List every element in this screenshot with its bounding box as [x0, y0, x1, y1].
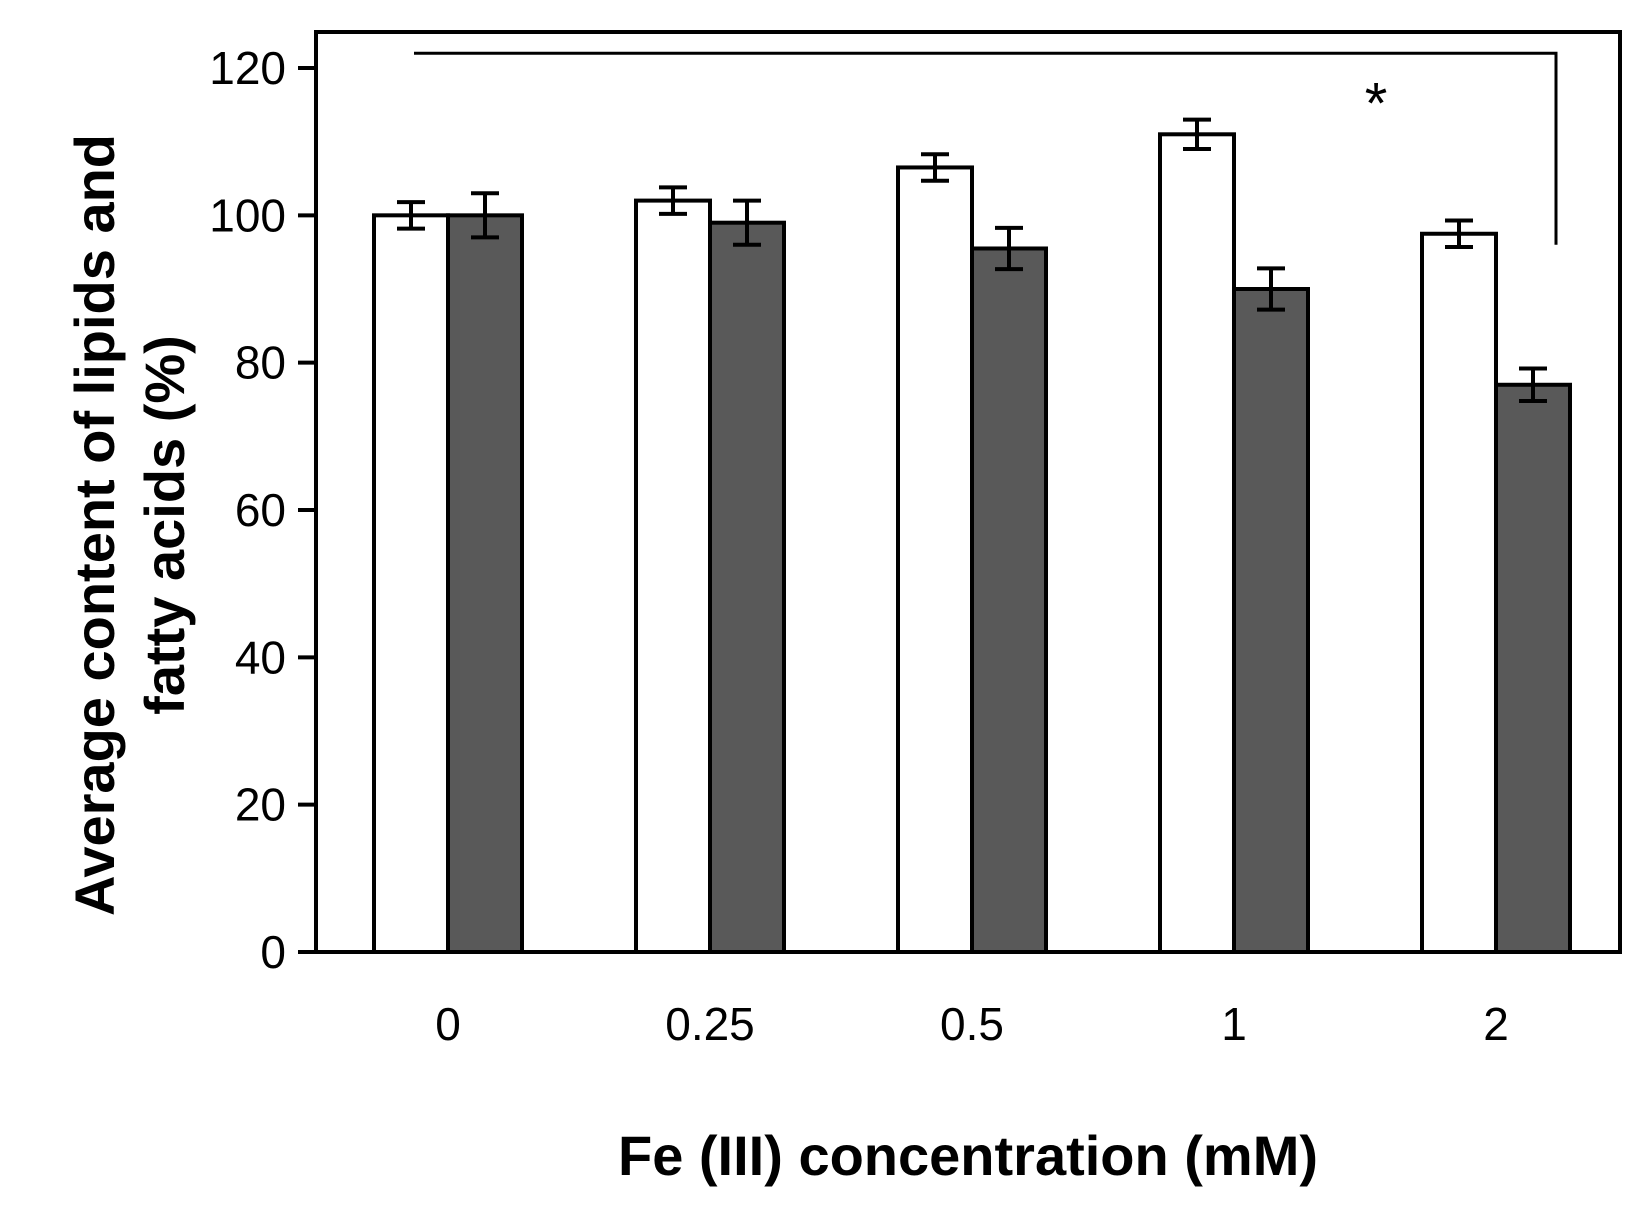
- bar-series-1-0.5: [896, 165, 974, 954]
- y-tick-label-0: 0: [260, 926, 286, 978]
- bar-series-1-0: [372, 213, 450, 955]
- error-bar-series-2-0.25: [733, 198, 761, 247]
- x-axis-labels: 0 0.25 0.5 1 2: [435, 998, 1509, 1050]
- bar-series-2-0.25: [708, 220, 786, 954]
- error-bar-series-1-0.5: [921, 152, 949, 183]
- y-axis-title: Average content of lipids and fatty acid…: [63, 134, 196, 916]
- y-tick-label-120: 120: [209, 42, 286, 94]
- x-axis-title: Fe (III) concentration (mM): [618, 1124, 1318, 1187]
- significance-bracket: *: [414, 51, 1558, 245]
- error-bar-series-1-1: [1183, 117, 1211, 152]
- x-tick-label-2: 2: [1483, 998, 1509, 1050]
- bar-series-2-1: [1232, 287, 1310, 954]
- y-axis-ticks: 0 20 40 60 80 100 120: [209, 42, 316, 978]
- error-bar-series-2-2: [1519, 366, 1547, 403]
- bar-series-1-0.25: [634, 198, 712, 955]
- bar-series-1-1: [1158, 132, 1236, 955]
- y-axis-title-line-1: Average content of lipids and: [63, 134, 126, 916]
- bar-series-2-2: [1494, 382, 1572, 954]
- bar-series-2-0: [446, 213, 524, 955]
- error-bar-series-2-0.5: [995, 225, 1023, 272]
- bar-series-1-2: [1420, 231, 1498, 954]
- y-tick-label-40: 40: [235, 631, 286, 683]
- y-tick-label-20: 20: [235, 779, 286, 831]
- bar-series-2-0.5: [970, 246, 1048, 954]
- error-bar-series-1-2: [1445, 218, 1473, 250]
- x-tick-label-0.25: 0.25: [665, 998, 755, 1050]
- y-tick-label-100: 100: [209, 189, 286, 241]
- x-tick-label-0.5: 0.5: [940, 998, 1004, 1050]
- bars-layer: [372, 132, 1572, 955]
- significance-bracket-line: [414, 51, 1558, 245]
- x-tick-label-1: 1: [1221, 998, 1247, 1050]
- error-bar-series-2-0: [471, 191, 499, 240]
- y-axis-title-line-2: fatty acids (%): [133, 335, 196, 715]
- error-bar-series-1-0: [397, 200, 425, 231]
- error-bars-layer: [397, 117, 1547, 403]
- significance-asterisk: *: [1365, 71, 1388, 136]
- y-tick-label-60: 60: [235, 484, 286, 536]
- error-bar-series-2-1: [1257, 266, 1285, 312]
- x-tick-label-0: 0: [435, 998, 461, 1050]
- y-tick-label-80: 80: [235, 337, 286, 389]
- error-bar-series-1-0.25: [659, 185, 687, 216]
